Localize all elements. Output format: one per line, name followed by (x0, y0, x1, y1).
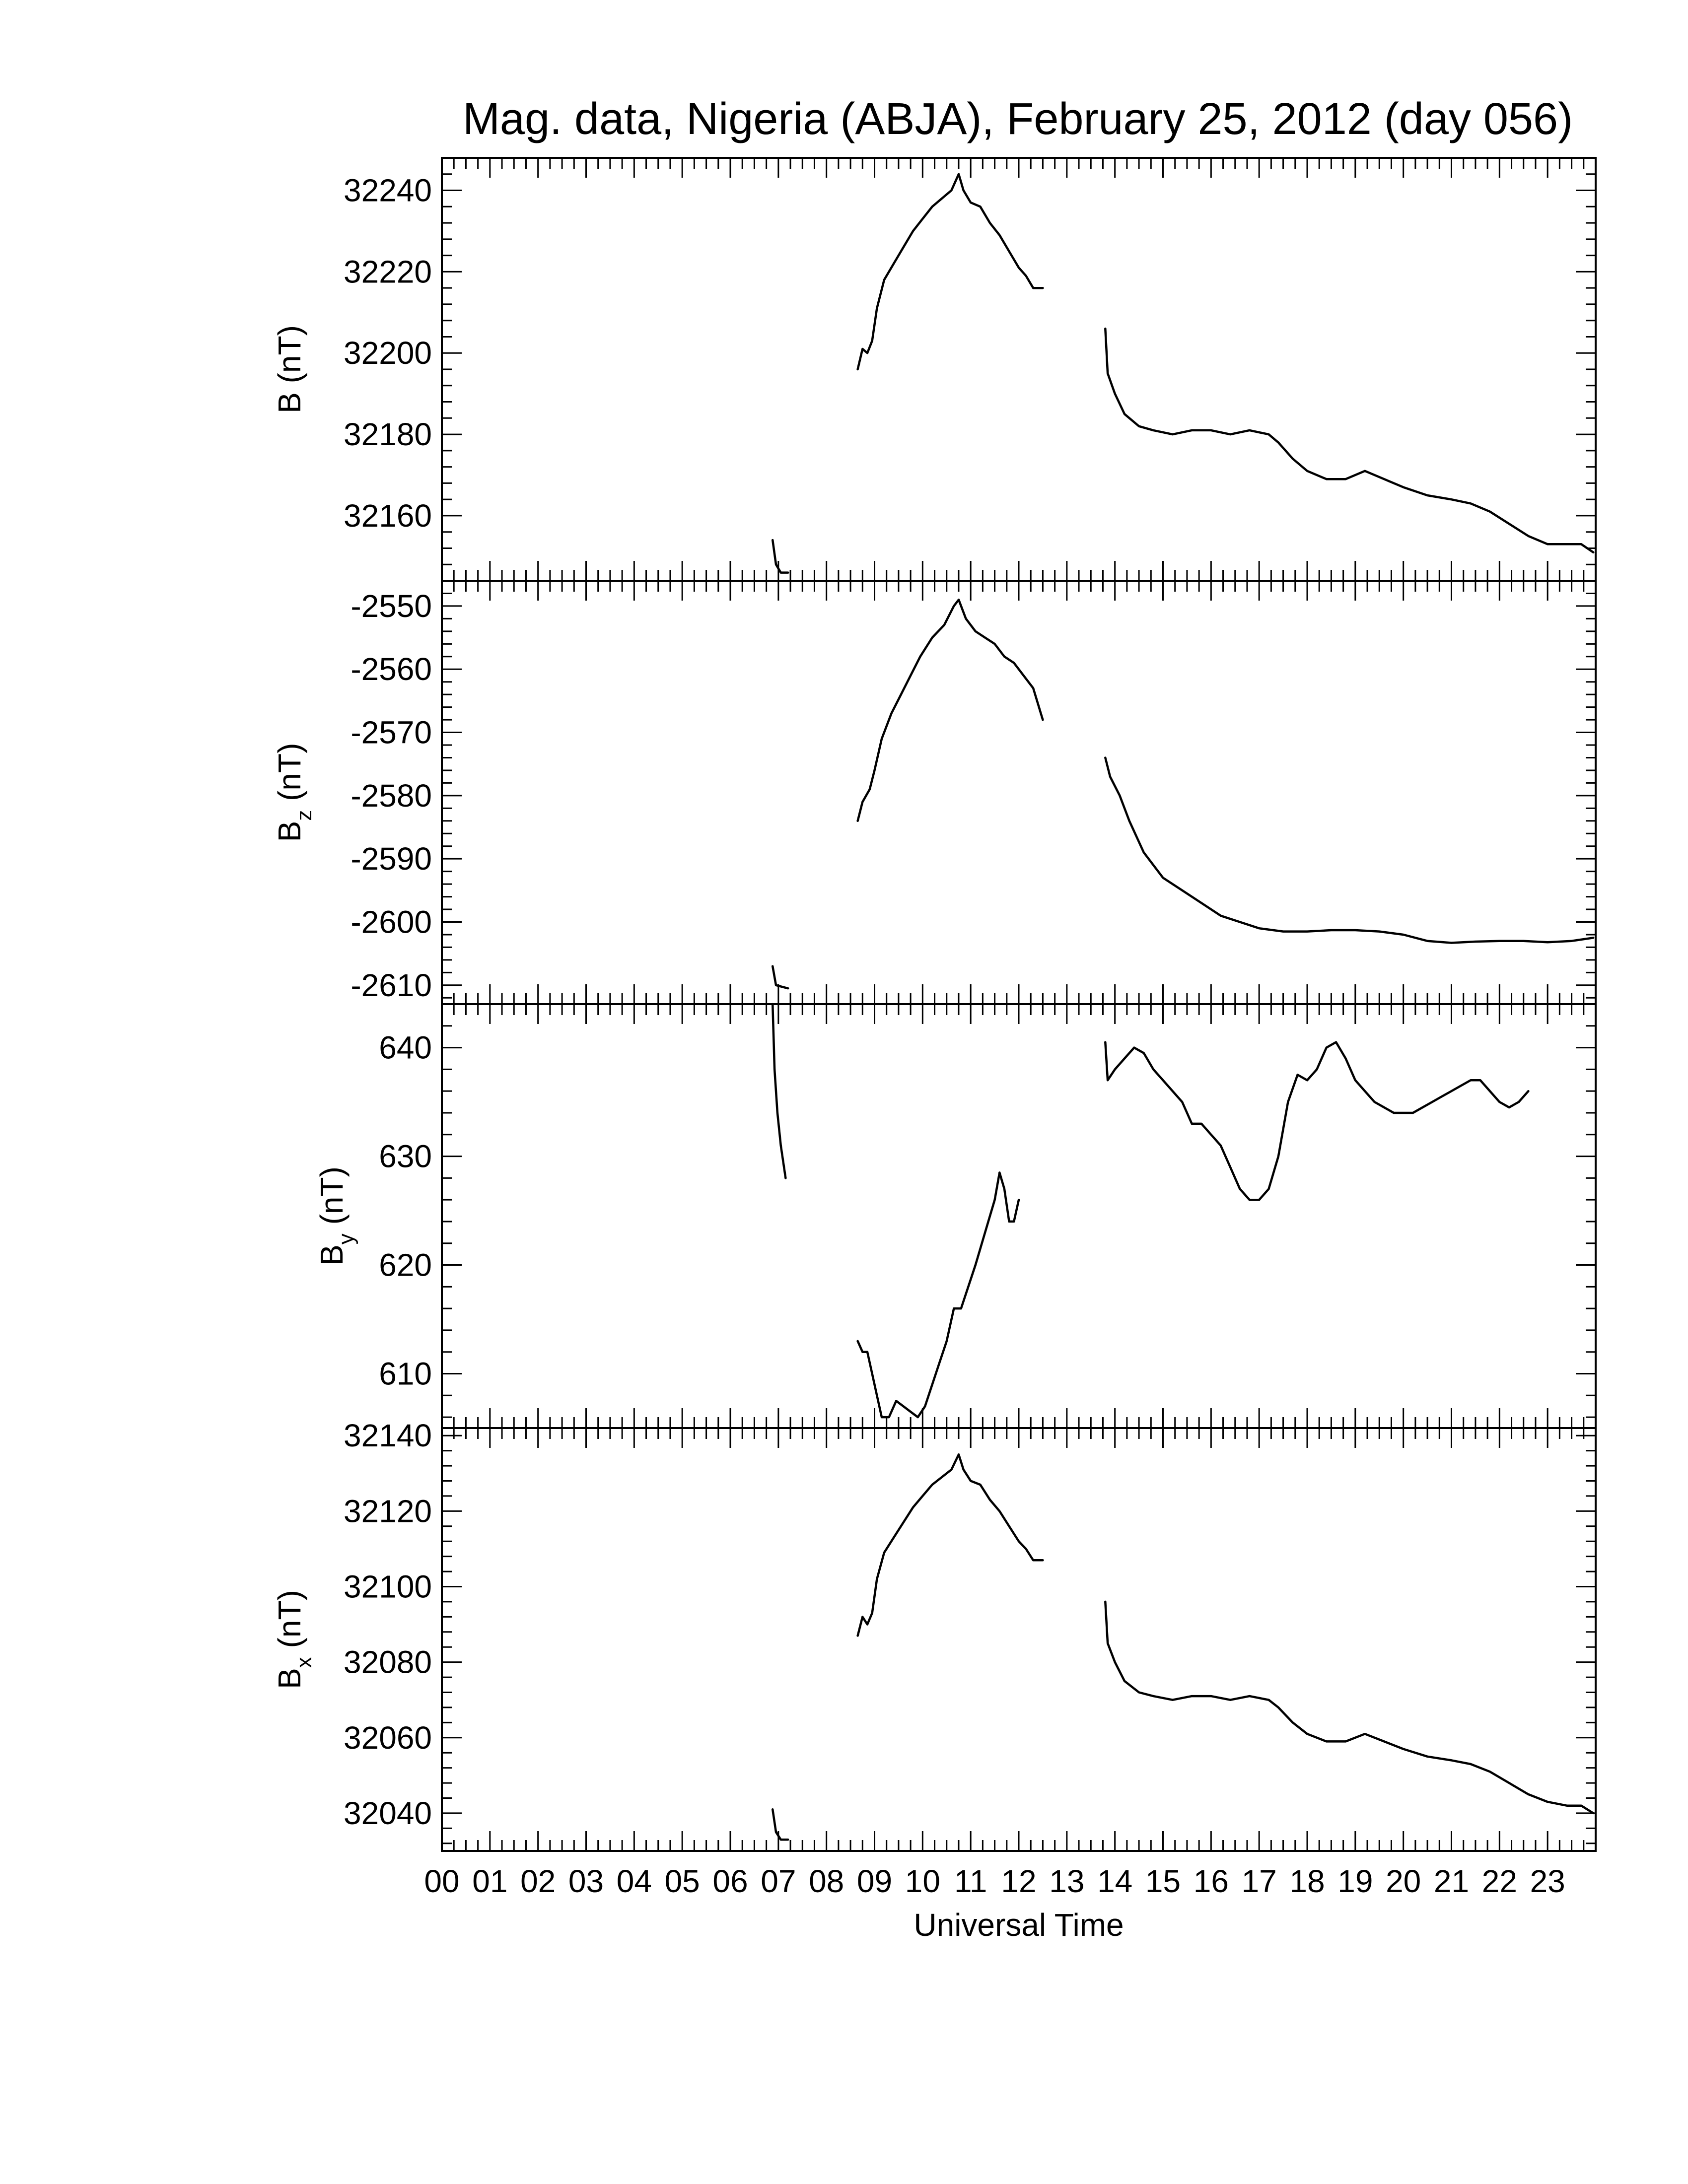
y-axis-label-unit: (nT) (272, 325, 307, 392)
y-axis-label-main: B (272, 1668, 307, 1689)
series-segment-0 (771, 1003, 787, 1179)
panel-0: 32160 32180 32200 32220 32240 B (nT) (272, 157, 1597, 582)
y-tick-label: 32240 (344, 173, 432, 208)
series-segment-2 (1104, 327, 1595, 553)
series-segment-0 (771, 965, 789, 990)
panel-2: 610 620 630 640 By (nT) (314, 1003, 1597, 1429)
series-segment-0 (771, 1808, 789, 1841)
x-tick-label: 18 (1289, 1863, 1325, 1899)
y-axis-label-subscript: y (334, 1233, 358, 1244)
series-segment-1 (856, 598, 1044, 822)
y-tick-label: -2560 (351, 651, 432, 687)
y-tick-label: -2610 (351, 967, 432, 1003)
y-axis-label-subscript: z (292, 810, 316, 821)
y-axis-label-main: B (272, 392, 307, 413)
y-tick-label: 32200 (344, 335, 432, 371)
x-tick-label: 20 (1386, 1863, 1421, 1899)
y-axis-label-subscript: x (292, 1657, 316, 1668)
x-tick-label: 05 (665, 1863, 700, 1899)
y-tick-label: 32080 (344, 1644, 432, 1680)
y-tick-label: 32220 (344, 254, 432, 289)
x-tick-label: 17 (1242, 1863, 1277, 1899)
series-segment-1 (856, 173, 1044, 371)
panels-group: 32160 32180 32200 32220 32240 B (nT) -2550 -256… (272, 157, 1597, 1852)
x-tick-label: 08 (809, 1863, 844, 1899)
x-tick-label: 19 (1337, 1863, 1373, 1899)
y-tick-label: 32140 (344, 1418, 432, 1453)
y-tick-label: -2550 (351, 588, 432, 624)
y-tick-label: 630 (379, 1139, 432, 1174)
y-tick-label: 32120 (344, 1493, 432, 1529)
panel-3: 32040 32060 32080 32100 32120 32140 Bx (nT) (272, 1418, 1597, 1852)
y-axis-label-unit: (nT) (272, 1590, 307, 1657)
x-tick-labels: 00 01 02 03 04 05 06 07 08 09 10 11 12 13 14 15 16 17 18 19… (424, 1863, 1565, 1899)
y-tick-label: -2580 (351, 778, 432, 814)
series-segment-2 (1104, 1600, 1595, 1815)
y-axis-label-unit: (nT) (272, 743, 307, 810)
x-tick-label: 21 (1434, 1863, 1469, 1899)
y-axis-label-main: B (314, 1244, 350, 1266)
chart-title: Mag. data, Nigeria (ABJA), February 25, … (463, 94, 1573, 144)
series-segment-1 (856, 1171, 1020, 1419)
y-tick-label: 620 (379, 1247, 432, 1283)
x-tick-label: 04 (617, 1863, 652, 1899)
y-axis-label: By (nT) (314, 1166, 358, 1266)
x-tick-label: 23 (1530, 1863, 1565, 1899)
x-tick-label: 12 (1001, 1863, 1036, 1899)
x-tick-label: 00 (424, 1863, 459, 1899)
x-tick-label: 13 (1049, 1863, 1084, 1899)
panel-frame (441, 157, 1597, 582)
x-tick-label: 09 (857, 1863, 892, 1899)
x-tick-label: 07 (761, 1863, 796, 1899)
x-tick-label: 10 (905, 1863, 940, 1899)
x-axis-label: Universal Time (914, 1907, 1124, 1943)
series-segment-2 (1104, 1041, 1530, 1201)
y-tick-label: -2590 (351, 841, 432, 877)
x-tick-label: 14 (1097, 1863, 1132, 1899)
y-tick-label: 640 (379, 1030, 432, 1066)
series-segment-0 (771, 539, 789, 574)
panel-frame (441, 1427, 1597, 1852)
x-tick-label: 01 (472, 1863, 507, 1899)
x-tick-label: 22 (1482, 1863, 1517, 1899)
x-tick-label: 02 (520, 1863, 556, 1899)
panel-1: -2550 -2560 -2570 -2580 -2590 -2600 -2610 Bz (n… (272, 580, 1597, 1005)
x-tick-label: 16 (1194, 1863, 1229, 1899)
y-axis-label: Bx (nT) (272, 1590, 316, 1689)
y-tick-label: -2600 (351, 904, 432, 940)
y-tick-label: 32160 (344, 498, 432, 534)
y-tick-label: 32040 (344, 1795, 432, 1831)
y-axis-label-main: B (272, 821, 307, 842)
x-tick-label: 11 (954, 1863, 987, 1899)
series-segment-2 (1104, 756, 1595, 944)
y-tick-label: 32180 (344, 416, 432, 452)
y-axis-label: B (nT) (272, 325, 307, 413)
y-axis-label: Bz (nT) (272, 743, 316, 842)
y-tick-label: 32100 (344, 1569, 432, 1605)
y-tick-label: 32060 (344, 1720, 432, 1756)
y-axis-label-unit: (nT) (314, 1166, 350, 1233)
x-tick-label: 15 (1145, 1863, 1181, 1899)
panel-frame (441, 1003, 1597, 1429)
x-tick-label: 06 (712, 1863, 748, 1899)
series-segment-1 (856, 1453, 1044, 1637)
y-tick-label: -2570 (351, 715, 432, 751)
x-tick-label: 03 (568, 1863, 604, 1899)
y-tick-label: 610 (379, 1356, 432, 1392)
